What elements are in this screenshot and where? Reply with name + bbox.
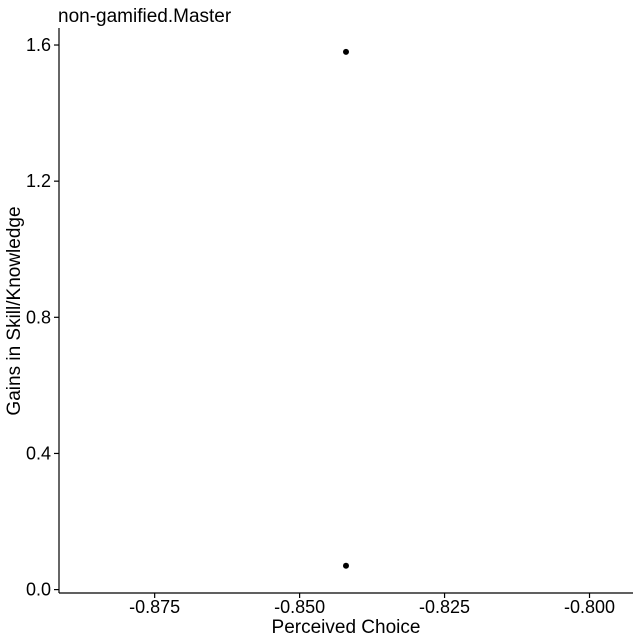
- x-tick-label: -0.850: [274, 597, 325, 617]
- x-axis: -0.875 -0.850 -0.825 -0.800: [59, 592, 633, 617]
- x-axis-title: Perceived Choice: [272, 617, 421, 638]
- y-tick-label: 0.4: [26, 443, 51, 463]
- x-tick-label: -0.800: [564, 597, 615, 617]
- data-point: [343, 562, 349, 569]
- y-tick-label: 1.2: [26, 171, 51, 191]
- x-tick-label: -0.875: [129, 597, 180, 617]
- x-tick-label: -0.825: [419, 597, 470, 617]
- y-tick-label: 0.8: [26, 307, 51, 327]
- y-axis: 0.0 0.4 0.8 1.2 1.6: [26, 28, 60, 600]
- y-tick-label: 1.6: [26, 35, 51, 55]
- data-points: [343, 48, 349, 569]
- y-tick-label: 0.0: [26, 580, 51, 600]
- data-point: [343, 48, 349, 55]
- chart-title: non-gamified.Master: [58, 6, 232, 27]
- y-axis-title: Gains in Skill/Knowledge: [4, 206, 25, 415]
